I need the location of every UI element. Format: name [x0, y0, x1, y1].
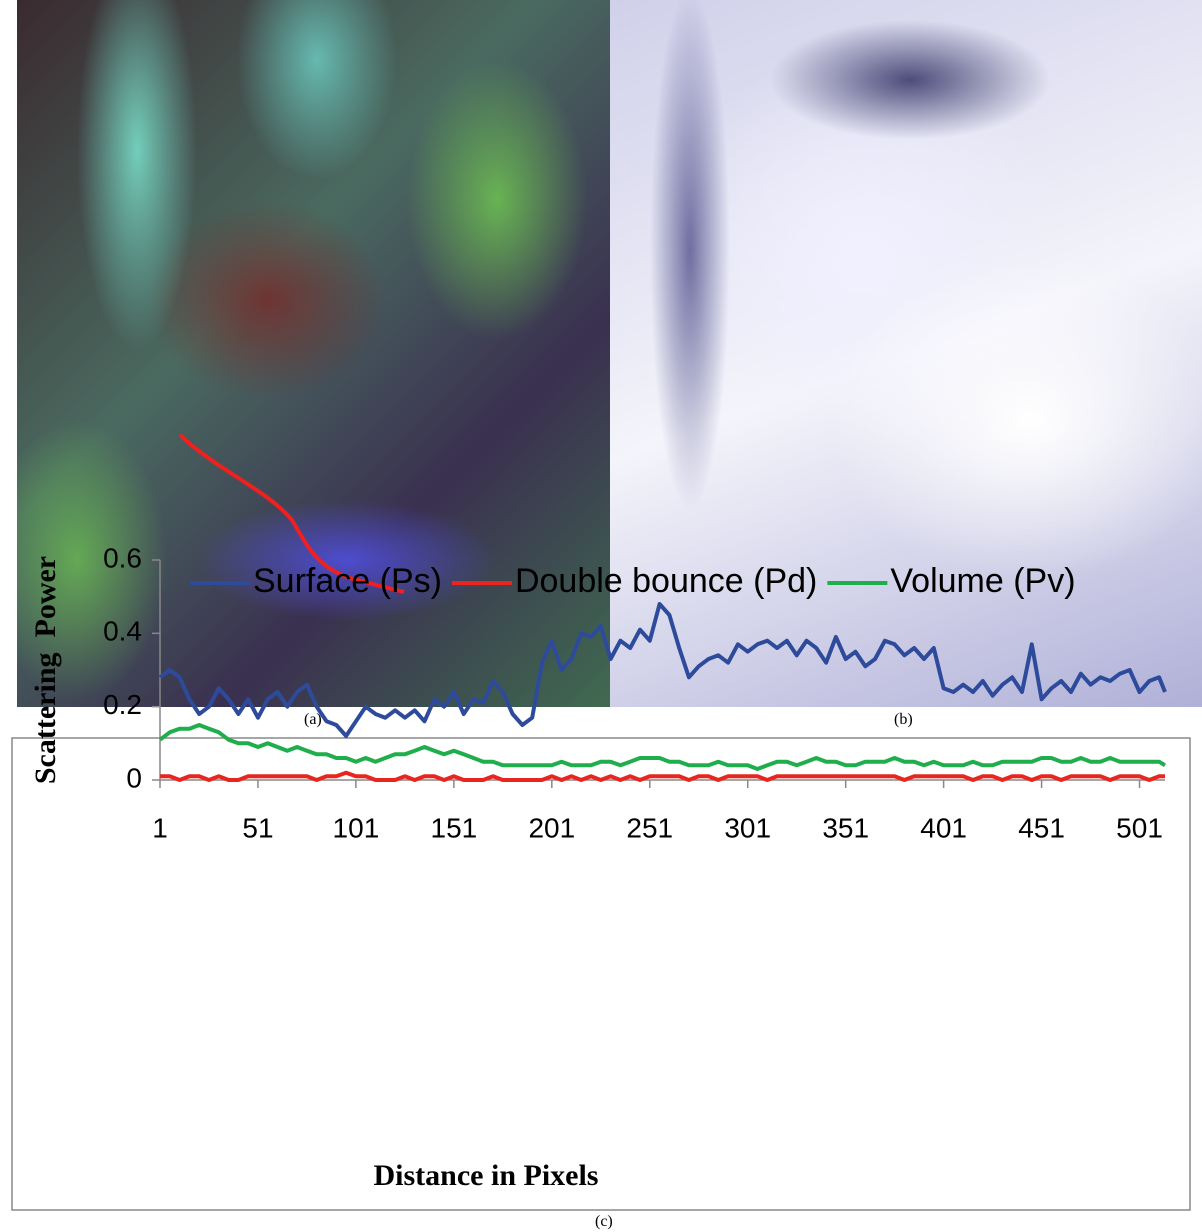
trace-overlay: [178, 433, 405, 594]
x-tick-label: 101: [333, 812, 380, 843]
y-tick-label: 0: [126, 762, 142, 793]
x-tick-label: 1: [152, 812, 168, 843]
legend-label: Double bounce (Pd): [515, 562, 817, 600]
y-tick-label: 0.2: [103, 689, 142, 720]
series-line: [160, 770, 1165, 782]
caption-b: (b): [894, 711, 913, 728]
series-line: [158, 723, 1167, 771]
caption-a: (a): [304, 711, 322, 728]
legend-label: Surface (Ps): [253, 562, 442, 600]
x-tick-label: 51: [242, 812, 273, 843]
x-tick-label: 201: [528, 812, 575, 843]
y-axis-label: Scattering Power: [29, 556, 62, 784]
x-axis-label: Distance in Pixels: [374, 1159, 599, 1192]
chart-frame: [11, 737, 1191, 1211]
y-tick-label: 0.6: [103, 542, 142, 573]
x-tick-label: 451: [1018, 812, 1065, 843]
x-tick-label: 301: [724, 812, 771, 843]
y-tick-label: 0.4: [103, 616, 142, 647]
caption-c: (c): [595, 1213, 613, 1230]
profile-line: [178, 433, 405, 594]
x-tick-label: 151: [431, 812, 478, 843]
x-tick-label: 351: [822, 812, 869, 843]
x-tick-label: 501: [1116, 812, 1163, 843]
series-line: [158, 602, 1167, 738]
image-b: [610, 0, 1202, 707]
legend-label: Volume (Pv): [890, 562, 1075, 600]
x-tick-label: 401: [920, 812, 967, 843]
image-a: [17, 0, 610, 707]
x-tick-label: 251: [626, 812, 673, 843]
